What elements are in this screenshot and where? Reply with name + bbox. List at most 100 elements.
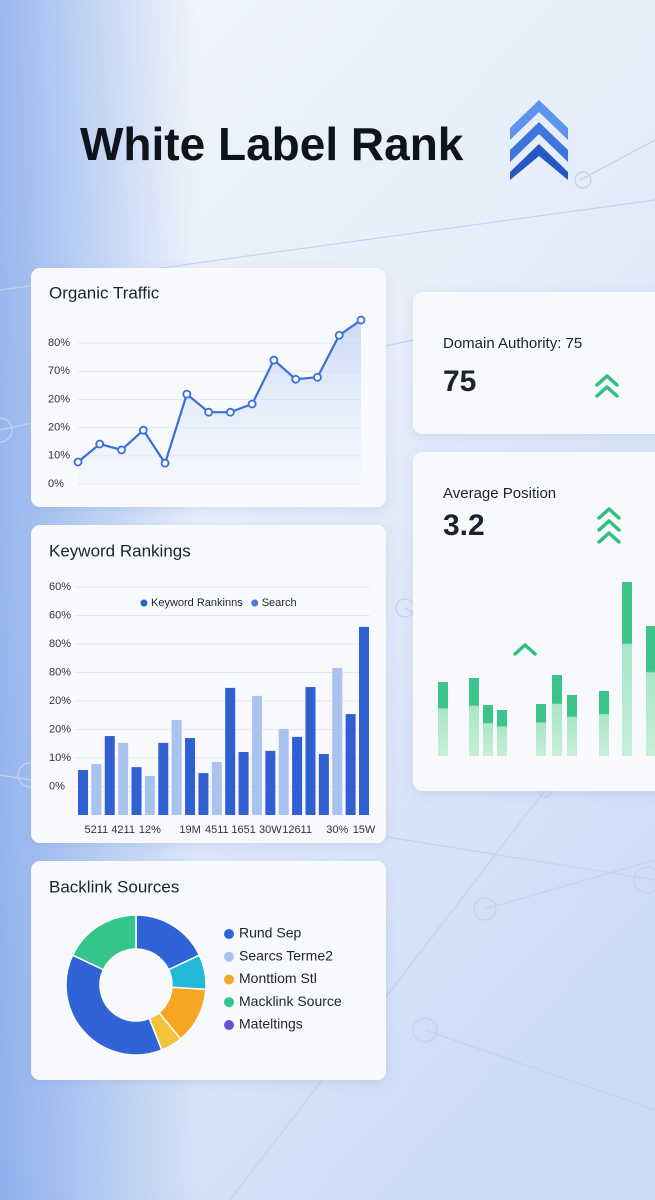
x-tick-label: 19M: [179, 824, 200, 836]
legend-marker: [140, 599, 148, 607]
bar: [171, 720, 182, 815]
line-point: [334, 330, 344, 340]
x-tick-label: 1651: [231, 824, 255, 836]
bar: [469, 678, 479, 756]
y-tick-label: 80%: [48, 337, 70, 349]
y-tick-label: 10%: [48, 450, 70, 462]
logo: [510, 100, 568, 180]
average-position-card: [413, 452, 655, 791]
bar: [78, 769, 88, 815]
card-title: Organic Traffic: [49, 283, 160, 302]
line-point: [117, 445, 126, 455]
y-tick-label: 70%: [48, 365, 70, 377]
bar: [497, 710, 507, 756]
bar: [359, 626, 369, 815]
card-value: 3.2: [443, 509, 485, 542]
line-point: [182, 389, 192, 399]
line-point: [160, 458, 170, 468]
bar: [104, 736, 115, 815]
y-tick-label: 0%: [49, 780, 65, 792]
legend-label: Mateltings: [239, 1016, 303, 1032]
bar: [198, 773, 209, 815]
bar: [567, 695, 577, 756]
line-point: [73, 457, 83, 467]
bar: [118, 742, 129, 815]
legend-marker: [224, 1020, 234, 1030]
legend-label: Monttiom Stl: [239, 970, 317, 986]
legend-marker: [224, 929, 234, 939]
card-value: 75: [443, 365, 476, 398]
bar: [552, 675, 562, 756]
x-tick-label: 30W: [259, 824, 282, 836]
legend-label: Searcs Terme2: [239, 947, 333, 963]
y-tick-label: 0%: [48, 478, 64, 490]
bar: [622, 582, 632, 756]
legend-marker: [224, 974, 234, 985]
line-point: [269, 355, 279, 365]
x-tick-label: 30%: [326, 824, 348, 836]
pie-slice: [65, 954, 163, 1056]
bar: [211, 761, 222, 815]
y-tick-label: 20%: [48, 422, 70, 434]
line-point: [204, 407, 214, 417]
legend-label: Keyword Rankinns: [151, 597, 243, 609]
bar: [438, 682, 448, 756]
legend-label: Rund Sep: [239, 925, 301, 941]
bar: [131, 767, 142, 815]
legend-label: Search: [262, 597, 297, 609]
bar: [265, 750, 276, 815]
bar: [278, 728, 289, 815]
bar: [251, 695, 262, 815]
line-point: [247, 399, 257, 409]
bar: [158, 742, 169, 815]
y-tick-label: 60%: [49, 609, 71, 621]
line-point: [356, 315, 366, 325]
legend-marker: [224, 997, 234, 1008]
pie-slice: [71, 914, 137, 971]
line-point: [225, 407, 235, 417]
bar: [91, 763, 102, 815]
line-point: [95, 439, 105, 449]
bar: [225, 687, 236, 815]
card-title: Keyword Rankings: [49, 541, 191, 560]
bar: [483, 705, 493, 756]
bar: [305, 687, 316, 815]
x-tick-label: 15W: [353, 824, 376, 836]
bar: [238, 752, 249, 815]
legend-marker: [251, 599, 259, 607]
card-label: Domain Authority: 75: [443, 335, 582, 352]
legend-marker: [224, 951, 234, 962]
y-tick-label: 20%: [49, 723, 71, 735]
line-point: [138, 425, 148, 435]
card-label: Average Position: [443, 485, 556, 502]
x-tick-label: 4511: [205, 824, 229, 836]
bar: [292, 736, 303, 815]
bar: [646, 626, 655, 756]
up-icons: [513, 374, 621, 656]
x-tick-label: 12611: [282, 824, 312, 836]
card-title: Backlink Sources: [49, 877, 179, 896]
y-tick-label: 80%: [49, 638, 71, 650]
line-area: [78, 320, 361, 484]
app-title: White Label Rank: [80, 118, 464, 170]
x-tick-label: 12%: [139, 824, 161, 836]
x-tick-label: 5211: [85, 824, 109, 836]
y-tick-label: 80%: [49, 666, 71, 678]
bar: [332, 667, 343, 815]
line-point: [313, 372, 322, 382]
y-tick-label: 20%: [48, 393, 70, 405]
bar: [318, 754, 329, 815]
bar: [536, 704, 546, 756]
bar: [144, 775, 155, 815]
line-point: [291, 374, 301, 384]
bar: [345, 714, 356, 815]
y-tick-label: 20%: [49, 695, 71, 707]
y-tick-label: 10%: [49, 752, 71, 764]
y-tick-label: 60%: [49, 581, 71, 593]
bar: [185, 738, 196, 815]
legend-label: Macklink Source: [239, 993, 342, 1009]
bar: [599, 691, 609, 756]
x-tick-label: 4211: [111, 824, 135, 836]
